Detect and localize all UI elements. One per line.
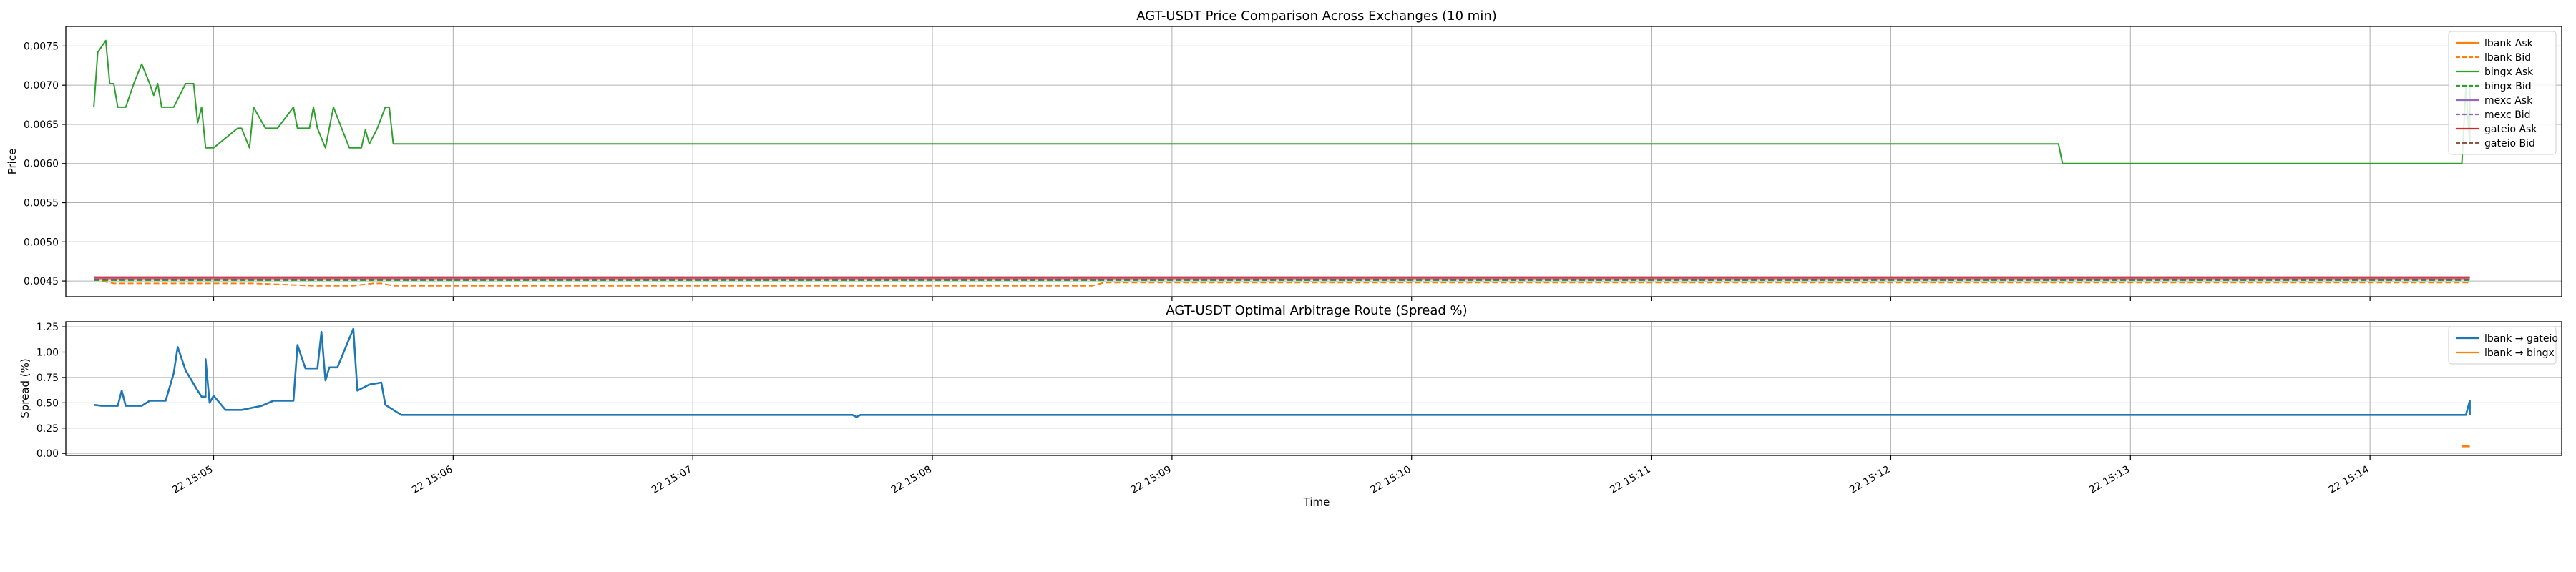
- y-tick-label: 0.0055: [24, 198, 59, 209]
- legend-label: gateio Ask: [2484, 124, 2537, 135]
- spread-x-axis-label: Time: [1303, 495, 1330, 508]
- legend-label: mexc Ask: [2484, 95, 2533, 107]
- y-tick-label: 1.00: [36, 347, 59, 359]
- y-tick-label: 0.0075: [24, 41, 59, 52]
- y-tick-label: 0.0070: [24, 80, 59, 92]
- price-plot-area: [66, 26, 2562, 297]
- y-tick-label: 0.0045: [24, 276, 59, 287]
- price-y-axis-label: Price: [6, 149, 19, 175]
- legend-label: bingx Bid: [2484, 81, 2532, 92]
- legend-label: lbank Bid: [2484, 52, 2531, 64]
- y-tick-label: 0.25: [36, 423, 59, 435]
- spread-y-axis-label: Spread (%): [19, 358, 31, 418]
- spread-plot-area: [66, 322, 2562, 455]
- legend-box: [2448, 31, 2557, 155]
- price-chart-title: AGT-USDT Price Comparison Across Exchang…: [1136, 9, 1497, 24]
- series-line-2: [93, 39, 2471, 164]
- legend-label: lbank → bingx: [2484, 347, 2555, 359]
- price-legend: lbank Ask lbank Bid bingx Ask bingx Bid mexc…: [2448, 31, 2557, 155]
- price-y-ticks: 0.0045 0.0050 0.0055 0.0060 0.0065 0.0070 0.00…: [24, 41, 66, 287]
- price-series: [93, 39, 2471, 287]
- spread-chart-title: AGT-USDT Optimal Arbitrage Route (Spread…: [1166, 303, 1467, 318]
- legend-label: mexc Bid: [2484, 109, 2531, 121]
- legend-label: lbank → gateio: [2484, 333, 2558, 345]
- legend-label: bingx Ask: [2484, 66, 2534, 78]
- y-tick-label: 0.0050: [24, 237, 59, 248]
- legend-label: gateio Bid: [2484, 138, 2535, 149]
- y-tick-label: 0.50: [36, 398, 59, 409]
- spread-legend: lbank → gateio lbank → bingx: [2448, 326, 2558, 365]
- spread-plot-frame: [65, 321, 2562, 456]
- y-tick-label: 0.00: [36, 448, 59, 460]
- price-plot-frame: [65, 26, 2562, 297]
- y-tick-label: 0.75: [36, 373, 59, 384]
- spread-grid: [66, 322, 2562, 455]
- price-panel: AGT-USDT Price Comparison Across Exchang…: [6, 9, 2562, 301]
- spread-y-ticks: 0.00 0.25 0.50 0.75 1.00 1.25: [36, 322, 66, 460]
- price-x-ticks: [213, 297, 2371, 301]
- y-tick-label: 0.0065: [24, 119, 59, 131]
- spread-series: [93, 327, 2471, 448]
- series-line-1: [93, 278, 2470, 287]
- legend-box: [2448, 326, 2557, 365]
- y-tick-label: 1.25: [36, 322, 59, 333]
- legend-label: lbank Ask: [2484, 38, 2534, 49]
- y-tick-label: 0.0060: [24, 159, 59, 170]
- price-grid: [66, 26, 2562, 297]
- series-line-0: [93, 327, 2471, 418]
